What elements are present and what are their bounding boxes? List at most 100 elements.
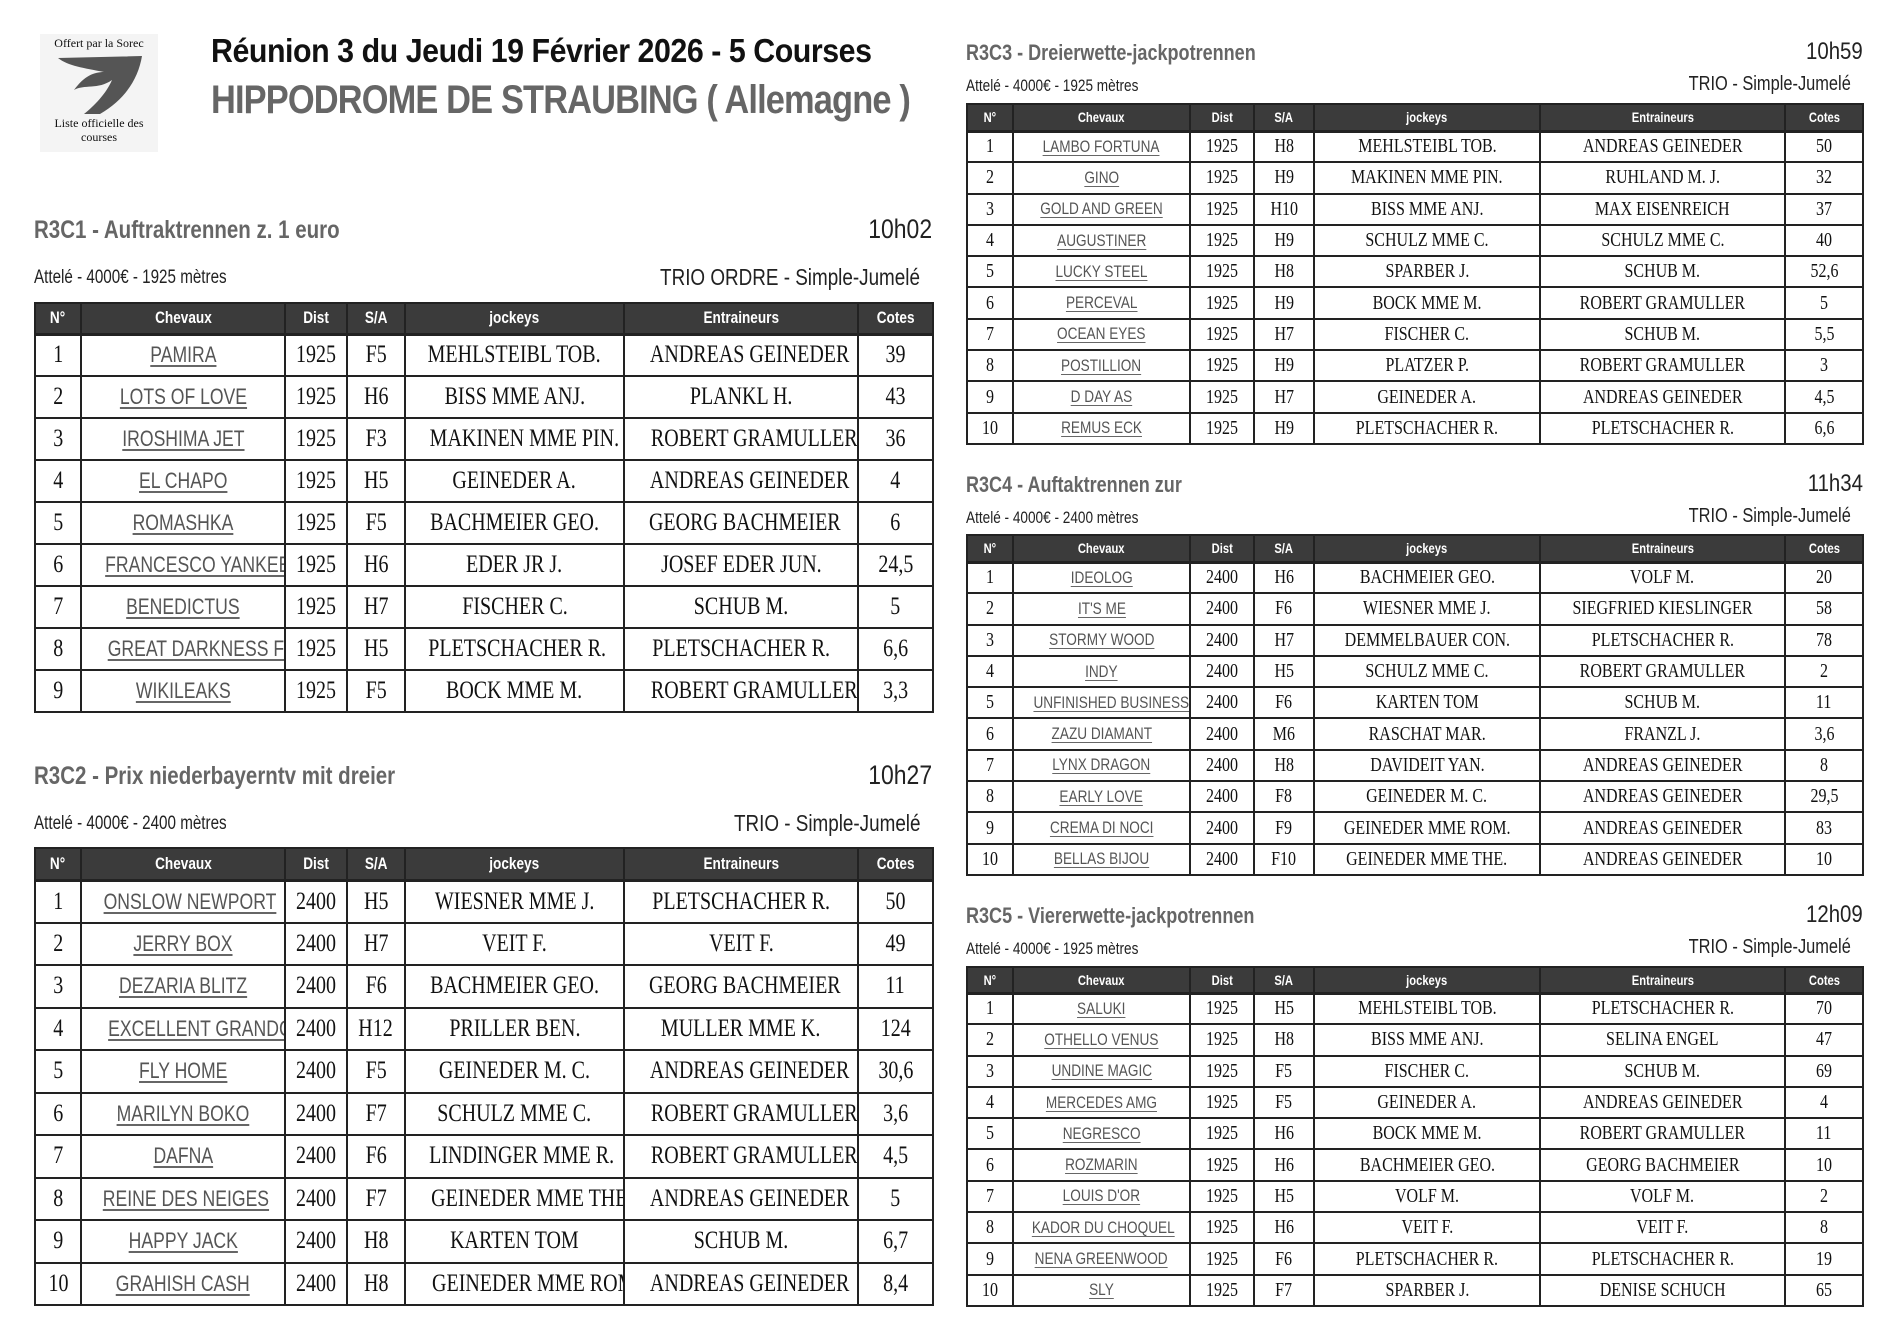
horse-link[interactable]: SLY bbox=[1089, 1280, 1114, 1300]
cell-horse[interactable]: MARILYN BOKO bbox=[80, 1091, 286, 1136]
column-header-number[interactable]: N° bbox=[966, 103, 1014, 132]
column-header-distance[interactable]: Dist bbox=[284, 847, 348, 881]
column-header-trainer[interactable]: Entraineurs bbox=[623, 847, 859, 881]
horse-link[interactable]: FLY HOME bbox=[138, 1058, 228, 1084]
cell-horse[interactable]: UNDINE MAGIC bbox=[1012, 1054, 1191, 1088]
horse-link[interactable]: ROZMARIN bbox=[1065, 1155, 1138, 1175]
column-header-jockey[interactable]: jockeys bbox=[1313, 103, 1541, 132]
column-header-horse[interactable]: Chevaux bbox=[1012, 534, 1191, 563]
column-header-sex-age[interactable]: S/A bbox=[1253, 103, 1315, 132]
horse-link[interactable]: ZAZU DIAMANT bbox=[1051, 724, 1152, 744]
cell-horse[interactable]: DAFNA bbox=[80, 1134, 286, 1179]
horse-link[interactable]: SALUKI bbox=[1077, 998, 1126, 1018]
cell-horse[interactable]: ZAZU DIAMANT bbox=[1012, 717, 1191, 751]
horse-link[interactable]: GOLD AND GREEN bbox=[1040, 199, 1163, 219]
horse-link[interactable]: WIKILEAKS bbox=[135, 678, 231, 703]
horse-link[interactable]: PAMIRA bbox=[149, 342, 217, 368]
cell-horse[interactable]: PERCEVAL bbox=[1012, 286, 1191, 320]
horse-link[interactable]: IDEOLOG bbox=[1070, 567, 1133, 587]
cell-horse[interactable]: D DAY AS bbox=[1012, 380, 1191, 414]
column-header-sex-age[interactable]: S/A bbox=[346, 302, 406, 335]
horse-link[interactable]: D DAY AS bbox=[1070, 387, 1133, 407]
cell-horse[interactable]: UNFINISHED BUSINESS bbox=[1012, 686, 1191, 720]
column-header-odds[interactable]: Cotes bbox=[1784, 103, 1864, 132]
cell-horse[interactable]: GRAHISH CASH bbox=[80, 1261, 286, 1306]
horse-link[interactable]: POSTILLION bbox=[1061, 355, 1142, 375]
horse-link[interactable]: EXCELLENT GRANDCRU bbox=[108, 1015, 283, 1041]
cell-horse[interactable]: NENA GREENWOOD bbox=[1012, 1242, 1191, 1276]
column-header-sex-age[interactable]: S/A bbox=[1253, 534, 1315, 563]
horse-link[interactable]: IT'S ME bbox=[1077, 598, 1126, 618]
horse-link[interactable]: UNDINE MAGIC bbox=[1051, 1061, 1152, 1081]
horse-link[interactable]: UNFINISHED BUSINESS bbox=[1033, 692, 1190, 712]
cell-horse[interactable]: ONSLOW NEWPORT bbox=[80, 878, 286, 924]
horse-link[interactable]: OTHELLO VENUS bbox=[1044, 1029, 1159, 1049]
horse-link[interactable]: ONSLOW NEWPORT bbox=[103, 888, 277, 914]
horse-link[interactable]: EL CHAPO bbox=[138, 468, 228, 493]
column-header-horse[interactable]: Chevaux bbox=[1012, 103, 1191, 132]
cell-horse[interactable]: POSTILLION bbox=[1012, 349, 1191, 383]
horse-link[interactable]: LUCKY STEEL bbox=[1055, 261, 1148, 281]
cell-horse[interactable]: STORMY WOOD bbox=[1012, 623, 1191, 657]
column-header-trainer[interactable]: Entraineurs bbox=[1539, 103, 1786, 132]
horse-link[interactable]: LAMBO FORTUNA bbox=[1043, 136, 1160, 156]
column-header-jockey[interactable]: jockeys bbox=[1313, 966, 1541, 994]
cell-horse[interactable]: FRANCESCO YANKEE bbox=[80, 543, 286, 587]
cell-horse[interactable]: GREAT DARKNESS FIRE bbox=[80, 627, 286, 671]
horse-link[interactable]: GRAHISH CASH bbox=[115, 1270, 250, 1296]
horse-link[interactable]: STORMY WOOD bbox=[1048, 630, 1155, 650]
column-header-trainer[interactable]: Entraineurs bbox=[1539, 966, 1786, 994]
cell-horse[interactable]: NEGRESCO bbox=[1012, 1117, 1191, 1151]
horse-link[interactable]: OCEAN EYES bbox=[1057, 324, 1146, 344]
column-header-distance[interactable]: Dist bbox=[1189, 966, 1255, 994]
cell-horse[interactable]: CREMA DI NOCI bbox=[1012, 811, 1191, 845]
cell-horse[interactable]: LAMBO FORTUNA bbox=[1012, 129, 1191, 164]
cell-horse[interactable]: LOUIS D'OR bbox=[1012, 1179, 1191, 1214]
horse-link[interactable]: HAPPY JACK bbox=[128, 1228, 238, 1254]
cell-horse[interactable]: EXCELLENT GRANDCRU bbox=[80, 1006, 286, 1051]
column-header-horse[interactable]: Chevaux bbox=[80, 302, 286, 335]
cell-horse[interactable]: EL CHAPO bbox=[80, 459, 286, 503]
horse-link[interactable]: LOTS OF LOVE bbox=[119, 384, 247, 409]
horse-link[interactable]: BENEDICTUS bbox=[126, 594, 240, 619]
cell-horse[interactable]: IROSHIMA JET bbox=[80, 417, 286, 461]
column-header-number[interactable]: N° bbox=[966, 966, 1014, 994]
horse-link[interactable]: GREAT DARKNESS FIRE bbox=[107, 636, 285, 661]
cell-horse[interactable]: EARLY LOVE bbox=[1012, 780, 1191, 814]
column-header-trainer[interactable]: Entraineurs bbox=[1539, 534, 1786, 563]
horse-link[interactable]: CREMA DI NOCI bbox=[1049, 818, 1154, 838]
column-header-odds[interactable]: Cotes bbox=[857, 302, 934, 335]
horse-link[interactable]: DEZARIA BLITZ bbox=[118, 973, 248, 999]
cell-horse[interactable]: GINO bbox=[1012, 161, 1191, 195]
horse-link[interactable]: NENA GREENWOOD bbox=[1035, 1249, 1168, 1269]
cell-horse[interactable]: IDEOLOG bbox=[1012, 560, 1191, 595]
cell-horse[interactable]: OTHELLO VENUS bbox=[1012, 1023, 1191, 1057]
cell-horse[interactable]: OCEAN EYES bbox=[1012, 317, 1191, 352]
cell-horse[interactable]: LOTS OF LOVE bbox=[80, 375, 286, 419]
column-header-number[interactable]: N° bbox=[966, 534, 1014, 563]
horse-link[interactable]: EARLY LOVE bbox=[1059, 786, 1144, 806]
cell-horse[interactable]: JERRY BOX bbox=[80, 921, 286, 966]
horse-link[interactable]: NEGRESCO bbox=[1062, 1123, 1141, 1143]
horse-link[interactable]: BELLAS BIJOU bbox=[1053, 849, 1150, 869]
cell-horse[interactable]: LYNX DRAGON bbox=[1012, 748, 1191, 783]
column-header-distance[interactable]: Dist bbox=[1189, 534, 1255, 563]
cell-horse[interactable]: IT'S ME bbox=[1012, 592, 1191, 626]
column-header-distance[interactable]: Dist bbox=[284, 302, 348, 335]
column-header-jockey[interactable]: jockeys bbox=[404, 302, 625, 335]
horse-link[interactable]: MERCEDES AMG bbox=[1045, 1092, 1158, 1112]
column-header-sex-age[interactable]: S/A bbox=[1253, 966, 1315, 994]
cell-horse[interactable]: ROMASHKA bbox=[80, 501, 286, 545]
column-header-odds[interactable]: Cotes bbox=[857, 847, 934, 881]
column-header-number[interactable]: N° bbox=[34, 302, 82, 335]
column-header-odds[interactable]: Cotes bbox=[1784, 534, 1864, 563]
cell-horse[interactable]: MERCEDES AMG bbox=[1012, 1085, 1191, 1120]
cell-horse[interactable]: DEZARIA BLITZ bbox=[80, 964, 286, 1009]
horse-link[interactable]: LYNX DRAGON bbox=[1052, 755, 1151, 775]
horse-link[interactable]: IROSHIMA JET bbox=[121, 426, 245, 451]
horse-link[interactable]: REMUS ECK bbox=[1061, 418, 1142, 438]
horse-link[interactable]: DAFNA bbox=[153, 1143, 213, 1169]
horse-link[interactable]: LOUIS D'OR bbox=[1062, 1186, 1141, 1206]
cell-horse[interactable]: BELLAS BIJOU bbox=[1012, 842, 1191, 876]
horse-link[interactable]: KADOR DU CHOQUEL bbox=[1031, 1217, 1175, 1237]
